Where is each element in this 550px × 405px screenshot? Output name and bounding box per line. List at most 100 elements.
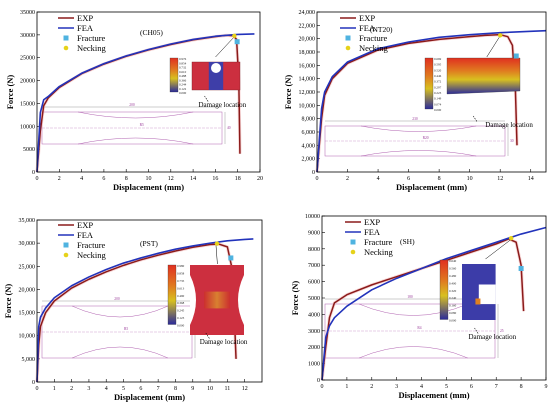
x-axis-label: Displacement (mm) xyxy=(114,392,185,402)
x-tick-label: 9 xyxy=(191,386,194,392)
necking-marker xyxy=(498,33,503,38)
y-tick-label: 24,000 xyxy=(299,10,316,16)
legend-necking-marker xyxy=(63,252,69,258)
contour-level-label: 0.297 xyxy=(434,85,442,89)
necking-marker xyxy=(232,33,237,38)
specimen-tag: (NT20) xyxy=(370,25,393,34)
contour-colorbar xyxy=(167,264,177,325)
fea-contour-inset: 0.9760.8540.7320.6100.4880.3660.2440.122… xyxy=(169,57,247,109)
x-tick-label: 12 xyxy=(242,386,248,392)
y-tick-label: 10000 xyxy=(20,124,35,130)
x-tick-label: 0 xyxy=(316,176,319,182)
legend-fea-label: FEA xyxy=(77,23,94,33)
contour-level-label: 0.372 xyxy=(434,80,442,84)
legend-fracture-marker xyxy=(350,239,356,245)
series-fea-line xyxy=(36,33,255,173)
x-tick-label: 1 xyxy=(345,384,348,390)
contour-level-label: 0.976 xyxy=(179,57,187,61)
contour-colorbar xyxy=(424,57,434,110)
y-tick-label: 15000 xyxy=(20,101,35,107)
series-exp-line xyxy=(36,243,237,383)
contour-hotspot xyxy=(475,298,481,305)
specimen-tag: (PST) xyxy=(140,239,158,248)
plot-frame xyxy=(36,11,261,173)
contour-level-label: 0.122 xyxy=(179,87,187,91)
fea-contour-inset: 0.980 0.858 0.735 0.613 0.490 0.368 0.245 0.123… xyxy=(167,264,248,346)
y-tick-label: 0 xyxy=(32,170,35,176)
x-tick-label: 20 xyxy=(257,176,263,182)
x-tick-label: 0 xyxy=(36,176,39,182)
legend-fracture-marker xyxy=(63,242,69,248)
x-tick-label: 1 xyxy=(53,386,56,392)
fracture-marker xyxy=(518,265,524,271)
contour-level-label: 0.610 xyxy=(179,70,187,74)
contour-level-label: 0.000 xyxy=(449,319,457,323)
specimen-sketch-inset: 180 25 R4 xyxy=(324,295,504,359)
sketch-dim-radius: R4 xyxy=(417,326,421,330)
contour-level-label: 0.366 xyxy=(179,78,187,82)
contour-level-label: 0.490 xyxy=(177,294,185,298)
legend-exp-label: EXP xyxy=(359,13,375,23)
contour-level-label: 0.000 xyxy=(179,91,187,95)
legend-fracture-label: Fracture xyxy=(359,33,388,43)
y-tick-label: 30000 xyxy=(20,33,35,39)
series-exp-line xyxy=(316,33,518,173)
contour-level-label: 0.640 xyxy=(449,259,457,263)
y-axis-label: Force (N) xyxy=(5,75,15,110)
x-tick-label: 7 xyxy=(157,386,160,392)
damage-arrow xyxy=(474,327,479,335)
contour-level-label: 0.160 xyxy=(449,304,457,308)
x-tick-label: 8 xyxy=(520,384,523,390)
x-tick-label: 16 xyxy=(212,176,218,182)
contour-level-label: 0.480 xyxy=(449,274,457,278)
damage-location-label: Damage location xyxy=(469,333,517,341)
y-tick-label: 10,000 xyxy=(19,334,36,340)
y-axis-label: Force (N) xyxy=(283,75,293,110)
necking-arrow xyxy=(485,239,511,260)
sketch-notch-bottom xyxy=(71,346,169,359)
contour-level-label: 0.400 xyxy=(449,281,457,285)
legend-necking-label: Necking xyxy=(364,247,394,257)
specimen-tag: (CH05) xyxy=(140,28,163,37)
x-tick-label: 12 xyxy=(497,176,503,182)
sketch-dim-length: 230 xyxy=(412,117,418,121)
plot-frame xyxy=(36,219,263,383)
sketch-notch-top xyxy=(360,125,477,132)
specimen-sketch-inset: 200 40 R5 xyxy=(41,103,231,145)
y-tick-label: 18,000 xyxy=(299,50,316,56)
x-tick-label: 4 xyxy=(377,176,380,182)
x-tick-label: 14 xyxy=(190,176,196,182)
x-tick-label: 6 xyxy=(139,386,142,392)
sketch-dim-width: 30 xyxy=(510,139,514,143)
contour-colorbar xyxy=(439,259,449,320)
x-tick-label: 3 xyxy=(87,386,90,392)
sketch-notch-bottom xyxy=(360,150,477,157)
y-tick-label: 0 xyxy=(32,380,35,386)
damage-location-label: Damage location xyxy=(485,121,533,129)
legend-necking-label: Necking xyxy=(359,43,389,53)
y-tick-label: 35000 xyxy=(20,10,35,16)
y-tick-label: 25000 xyxy=(20,56,35,62)
plot-frame xyxy=(321,215,547,381)
y-tick-label: 3000 xyxy=(308,329,320,335)
x-tick-label: 6 xyxy=(470,384,473,390)
y-tick-label: 5000 xyxy=(308,296,320,302)
x-tick-label: 3 xyxy=(395,384,398,390)
y-tick-label: 10,000 xyxy=(299,103,316,109)
sketch-notch-top xyxy=(77,111,194,119)
damage-location-label: Damage location xyxy=(200,338,248,346)
damage-arrow xyxy=(473,115,478,123)
contour-notch-left xyxy=(190,275,196,325)
x-tick-label: 2 xyxy=(370,384,373,390)
sketch-notch-top xyxy=(358,303,468,316)
contour-hole xyxy=(211,63,221,73)
y-tick-label: 14,000 xyxy=(299,77,316,83)
y-tick-label: 2,000 xyxy=(302,157,316,163)
contour-body xyxy=(446,57,521,95)
contour-level-label: 0.854 xyxy=(179,61,187,65)
legend-fracture-label: Fracture xyxy=(77,240,106,250)
contour-level-label: 0.080 xyxy=(449,311,457,315)
